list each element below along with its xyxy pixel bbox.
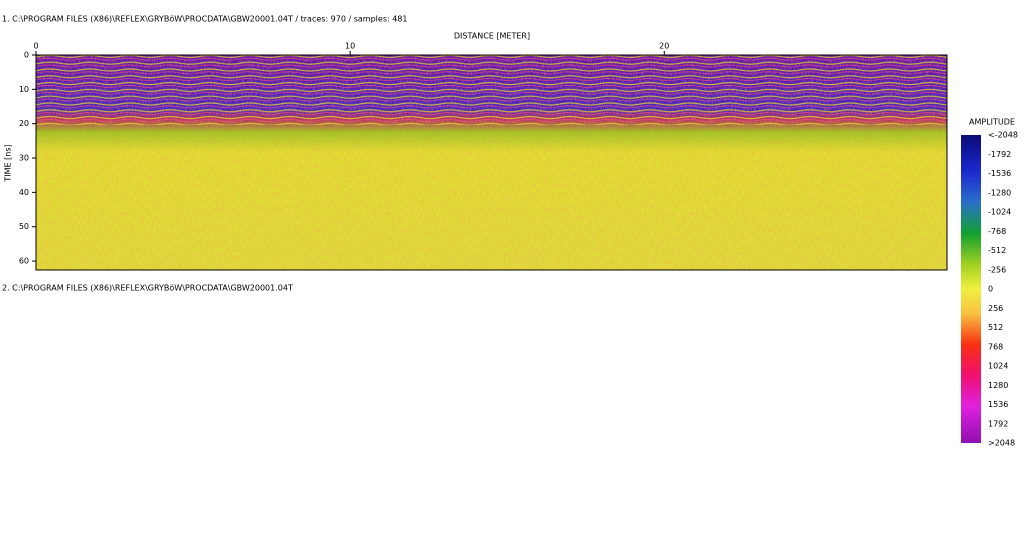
- radargram: [36, 55, 947, 270]
- colorbar-label: -1536: [988, 169, 1011, 178]
- y-axis-title: TIME [ns]: [4, 144, 13, 182]
- y-tick-label: 40: [19, 188, 29, 197]
- x-tick-label: 20: [659, 42, 669, 51]
- plot-frame: [35, 54, 948, 271]
- colorbar-label: -1792: [988, 150, 1011, 159]
- colorbar: [961, 135, 981, 443]
- colorbar-label: -1024: [988, 208, 1011, 217]
- header-line: 2. C:\PROGRAM FILES (X86)\REFLEX\GRYBöW\…: [2, 284, 293, 293]
- colorbar-label: -768: [988, 227, 1006, 236]
- colorbar-label: 1536: [988, 400, 1008, 409]
- y-tick-label: 60: [19, 257, 29, 266]
- colorbar-label: 256: [988, 304, 1003, 313]
- y-tick-label: 10: [19, 85, 29, 94]
- header-line: 1. C:\PROGRAM FILES (X86)\REFLEX\GRYBöW\…: [2, 15, 408, 24]
- colorbar-label: 1792: [988, 419, 1008, 428]
- colorbar-label: >2048: [988, 439, 1015, 448]
- colorbar-label: -512: [988, 246, 1006, 255]
- x-tick-label: 0: [33, 42, 38, 51]
- y-tick-label: 0: [24, 51, 29, 60]
- colorbar-label: 0: [988, 285, 993, 294]
- y-tick-label: 30: [19, 154, 29, 163]
- x-axis-title: DISTANCE [METER]: [454, 32, 530, 41]
- x-tick-label: 10: [345, 42, 355, 51]
- colorbar-label: 1280: [988, 381, 1008, 390]
- colorbar-label: -256: [988, 265, 1006, 274]
- colorbar-title: AMPLITUDE: [969, 118, 1015, 127]
- y-tick-label: 20: [19, 119, 29, 128]
- y-tick-label: 50: [19, 222, 29, 231]
- colorbar-label: -1280: [988, 188, 1011, 197]
- colorbar-label: 768: [988, 342, 1003, 351]
- colorbar-label: 512: [988, 323, 1003, 332]
- colorbar-label: 1024: [988, 362, 1008, 371]
- colorbar-label: <-2048: [988, 131, 1018, 140]
